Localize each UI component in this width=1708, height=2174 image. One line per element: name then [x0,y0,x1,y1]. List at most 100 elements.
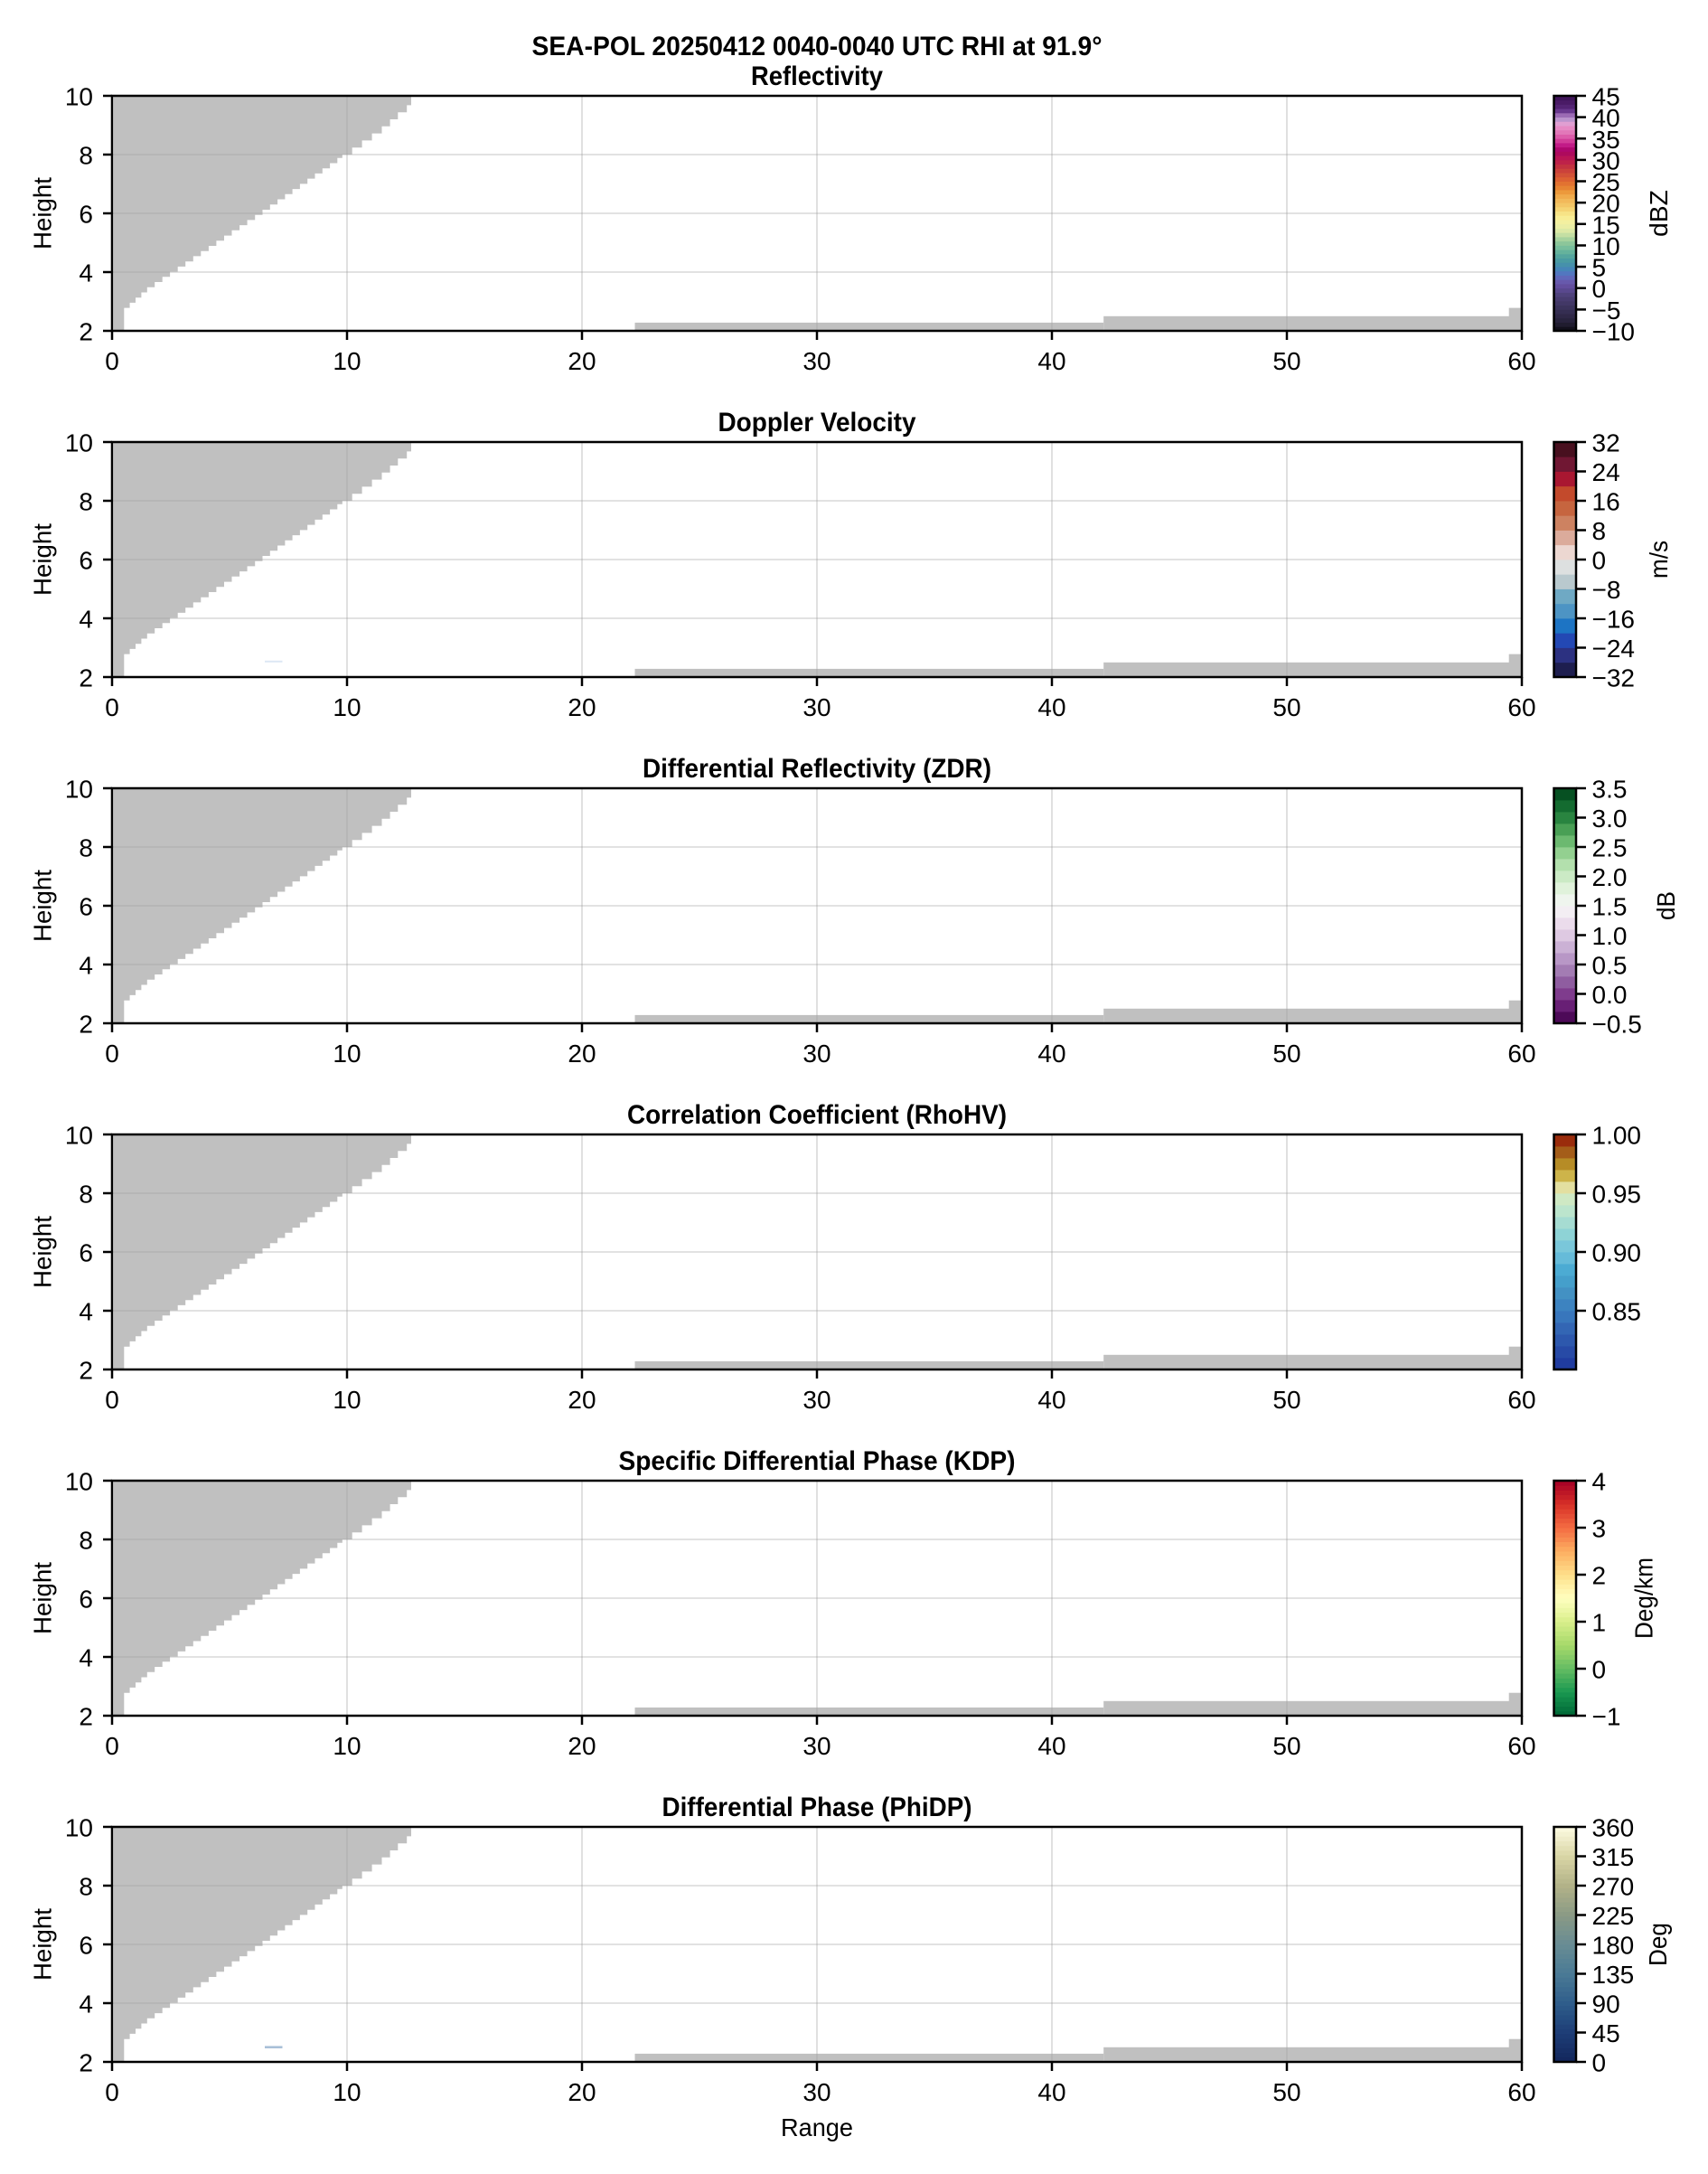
svg-text:32: 32 [1592,429,1620,457]
svg-text:50: 50 [1272,1040,1300,1068]
svg-text:8: 8 [1592,517,1607,545]
svg-text:−16: −16 [1592,606,1636,634]
svg-text:1.0: 1.0 [1592,922,1628,950]
svg-text:40: 40 [1037,1386,1065,1414]
svg-text:30: 30 [802,1732,831,1760]
svg-text:3.0: 3.0 [1592,805,1628,833]
svg-text:0: 0 [105,347,119,375]
svg-text:180: 180 [1592,1932,1635,1960]
svg-text:2: 2 [1592,1562,1607,1590]
svg-text:30: 30 [802,1386,831,1414]
svg-text:15: 15 [1592,211,1620,239]
svg-text:20: 20 [1592,190,1620,218]
svg-text:Height: Height [29,870,57,942]
svg-text:90: 90 [1592,1990,1620,2019]
svg-text:10: 10 [65,429,93,457]
svg-text:Correlation Coefficient (RhoHV: Correlation Coefficient (RhoHV) [627,1100,1007,1130]
svg-text:SEA-POL 20250412 0040-0040 UTC: SEA-POL 20250412 0040-0040 UTC RHI at 91… [532,32,1103,61]
svg-text:Height: Height [29,1562,57,1634]
svg-text:35: 35 [1592,126,1620,154]
svg-text:6: 6 [79,1932,93,1960]
svg-text:2.0: 2.0 [1592,863,1628,891]
svg-text:10: 10 [333,1732,361,1760]
svg-text:0: 0 [1592,1656,1607,1684]
svg-text:dB: dB [1652,891,1680,920]
svg-text:30: 30 [1592,146,1620,174]
svg-text:40: 40 [1037,693,1065,721]
svg-text:60: 60 [1507,2078,1535,2106]
svg-text:−24: −24 [1592,635,1636,663]
svg-text:10: 10 [333,1386,361,1414]
svg-text:20: 20 [568,347,596,375]
svg-text:Height: Height [29,1908,57,1981]
svg-text:50: 50 [1272,1732,1300,1760]
svg-text:Deg: Deg [1644,1923,1672,1966]
svg-text:1: 1 [1592,1609,1607,1637]
svg-text:30: 30 [802,2078,831,2106]
svg-text:4: 4 [1592,1468,1607,1496]
svg-text:Height: Height [29,177,57,249]
svg-text:40: 40 [1037,347,1065,375]
svg-text:0.0: 0.0 [1592,981,1628,1009]
svg-text:20: 20 [568,1386,596,1414]
svg-text:60: 60 [1507,347,1535,375]
svg-text:1.5: 1.5 [1592,893,1628,921]
svg-text:0: 0 [105,693,119,721]
svg-text:3: 3 [1592,1515,1607,1543]
svg-text:2: 2 [79,1011,93,1039]
svg-text:−10: −10 [1592,318,1636,346]
svg-text:Doppler Velocity: Doppler Velocity [718,408,916,438]
svg-text:50: 50 [1272,693,1300,721]
svg-text:20: 20 [568,693,596,721]
svg-text:6: 6 [79,893,93,921]
svg-text:6: 6 [79,547,93,575]
svg-text:40: 40 [1592,104,1620,132]
svg-text:Reflectivity: Reflectivity [751,61,883,91]
svg-text:0: 0 [105,1040,119,1068]
svg-text:−5: −5 [1592,296,1621,325]
svg-text:10: 10 [65,776,93,804]
svg-text:Height: Height [29,1216,57,1288]
svg-text:Differential Reflectivity (ZDR: Differential Reflectivity (ZDR) [643,754,991,784]
svg-text:10: 10 [333,2078,361,2106]
svg-text:2: 2 [79,318,93,346]
svg-text:2.5: 2.5 [1592,834,1628,862]
svg-text:8: 8 [79,488,93,516]
svg-text:8: 8 [79,1527,93,1555]
svg-text:−8: −8 [1592,576,1621,604]
svg-text:8: 8 [79,1181,93,1209]
svg-text:10: 10 [333,1040,361,1068]
svg-text:135: 135 [1592,1961,1635,1989]
svg-text:m/s: m/s [1645,541,1673,579]
svg-text:60: 60 [1507,1386,1535,1414]
svg-text:270: 270 [1592,1873,1635,1901]
svg-text:45: 45 [1592,83,1620,111]
svg-text:4: 4 [79,1644,93,1672]
svg-text:4: 4 [79,259,93,287]
svg-text:60: 60 [1507,693,1535,721]
svg-text:0: 0 [1592,2049,1607,2077]
svg-text:0: 0 [105,1732,119,1760]
svg-text:2: 2 [79,1357,93,1385]
svg-text:20: 20 [568,1040,596,1068]
svg-text:−1: −1 [1592,1703,1621,1731]
svg-text:5: 5 [1592,254,1607,282]
svg-text:dBZ: dBZ [1645,190,1673,237]
svg-text:2: 2 [79,664,93,692]
svg-text:10: 10 [65,1122,93,1150]
svg-text:50: 50 [1272,2078,1300,2106]
svg-text:6: 6 [79,1586,93,1614]
svg-text:8: 8 [79,834,93,862]
svg-text:1.00: 1.00 [1592,1122,1642,1150]
svg-text:50: 50 [1272,347,1300,375]
svg-text:2: 2 [79,1703,93,1731]
svg-text:10: 10 [65,1468,93,1496]
svg-text:20: 20 [568,2078,596,2106]
svg-text:8: 8 [79,142,93,170]
svg-text:24: 24 [1592,458,1620,486]
svg-text:Deg/km: Deg/km [1630,1558,1658,1639]
svg-text:0.5: 0.5 [1592,952,1628,980]
svg-text:−0.5: −0.5 [1592,1011,1642,1039]
svg-text:0: 0 [105,1386,119,1414]
svg-text:45: 45 [1592,2019,1620,2047]
